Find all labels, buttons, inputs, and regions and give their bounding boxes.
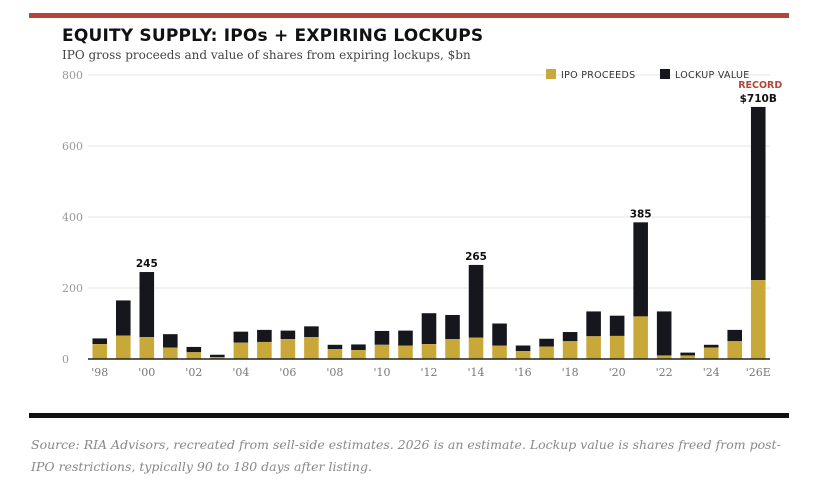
x-tick-label: '24 [703,366,720,379]
bar-ipo-2023 [680,355,695,359]
bottom-rule [29,413,789,418]
bar-lockup-2015 [492,323,507,346]
bar-ipo-2005 [257,341,272,359]
bar-ipo-2001 [163,347,178,359]
bar-lockup-2017 [539,338,554,347]
bar-ipo-2024 [703,347,719,359]
bar-ipo-2010 [374,344,390,359]
bar-lockup-2004 [233,331,249,343]
x-tick-label: '00 [138,366,155,379]
x-tick-label: '04 [232,366,249,379]
x-tick-label: '22 [656,366,673,379]
x-tick-label: '02 [185,366,202,379]
bar-lockup-2013 [445,314,460,340]
bar-ipo-2019 [586,336,601,359]
bar-ipo-2014 [468,337,484,359]
bar-lockup-2011 [398,330,413,346]
bar-lockup-2002 [186,346,202,353]
y-tick-label: 800 [62,69,83,82]
bar-lockup-2018 [562,332,578,342]
bar-lockup-2008 [327,344,343,350]
bar-ipo-2018 [562,341,578,359]
bar-ipo-2020 [609,335,625,359]
y-tick-label: 200 [62,282,83,295]
bar-ipo-2009 [351,350,366,359]
stacked-bar-chart: 0 200 400 600 800 '98 '00 '02 '04 '06 '08 '10 '12 '14… [62,69,782,379]
bar-ipo-2003 [210,357,225,359]
bar-lockup-2019 [586,311,601,337]
bar-ipo-2000 [139,336,155,359]
legend-swatch-1 [660,69,670,79]
bar-lockup-2016 [515,345,531,352]
bar-ipo-1998 [92,344,108,359]
bar-ipo-1999 [115,335,131,359]
bar-ipo-2022 [656,355,672,359]
bar-ipo-2012 [421,344,437,359]
bar-lockup-2020 [609,315,625,336]
bar-ipo-2025 [727,341,743,359]
bar-ipo-2006 [280,339,296,359]
bar-lockup-2003 [210,354,225,358]
chart-subtitle: IPO gross proceeds and value of shares f… [62,48,471,62]
x-tick-label: '10 [373,366,390,379]
x-tick-label: '18 [562,366,579,379]
source-footnote: Source: RIA Advisors, recreated from sel… [31,437,781,474]
bar-lockup-1999 [115,300,131,336]
bar-ipo-2017 [539,346,554,359]
legend-label-1: LOCKUP VALUE [675,70,750,81]
bar-lockup-2022 [656,311,672,356]
bar-lockup-2009 [351,344,366,351]
x-tick-label: '08 [326,366,343,379]
bar-lockup-2007 [304,326,319,337]
legend-swatch-0 [546,69,556,79]
bar-lockup-2014 [468,264,484,338]
bar-lockup-2026E [750,106,766,281]
data-label-2026E: $710B [740,93,777,105]
top-accent-rule [29,13,789,18]
x-tick-label: '06 [279,366,296,379]
bar-lockup-2021 [633,222,648,317]
y-tick-label: 0 [62,353,69,366]
data-label-2000: 245 [136,258,158,270]
record-label: RECORD [738,80,782,91]
x-tick-label: '12 [420,366,437,379]
x-tick-label: '20 [609,366,626,379]
bar-lockup-2025 [727,329,743,342]
bar-lockup-2023 [680,352,695,356]
bar-ipo-2011 [398,345,413,359]
bar-lockup-2001 [163,334,178,348]
x-tick-label: '98 [91,366,108,379]
bar-ipo-2026E [750,280,766,359]
chart-title: EQUITY SUPPLY: IPOs + EXPIRING LOCKUPS [62,26,484,46]
legend-label-0: IPO PROCEEDS [561,70,635,81]
y-tick-label: 400 [62,211,83,224]
bar-ipo-2004 [233,342,249,359]
x-tick-label: '16 [515,366,532,379]
data-label-2021: 385 [630,208,652,220]
bar-ipo-2015 [492,345,507,359]
bar-ipo-2008 [327,349,343,359]
x-tick-label: '26E [746,366,771,379]
bar-lockup-1998 [92,338,108,345]
bar-lockup-2012 [421,313,437,345]
bar-ipo-2002 [186,352,202,359]
bar-ipo-2013 [445,339,460,359]
bar-lockup-2000 [139,272,155,337]
bar-ipo-2007 [304,336,319,359]
bar-ipo-2016 [515,351,531,359]
bar-lockup-2024 [703,344,719,348]
bar-lockup-2010 [374,330,390,345]
data-label-2014: 265 [465,251,487,263]
bar-lockup-2006 [280,330,296,340]
x-tick-label: '14 [468,366,485,379]
y-tick-label: 600 [62,140,83,153]
bar-ipo-2021 [633,316,648,359]
bar-lockup-2005 [257,329,272,342]
